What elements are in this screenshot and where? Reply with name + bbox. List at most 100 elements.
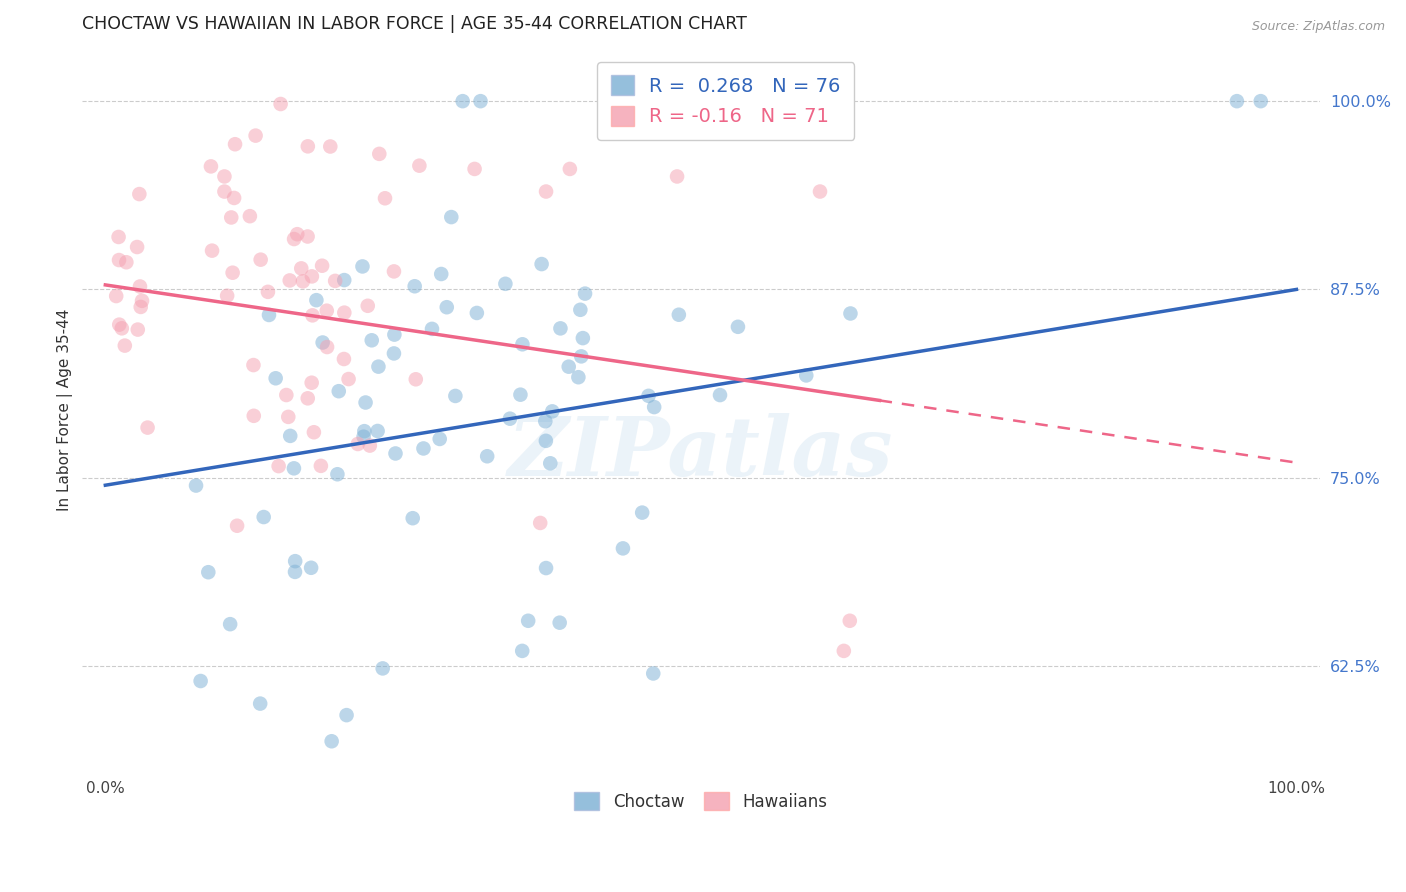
Point	[136, 420, 159, 434]
Point	[512, 337, 534, 351]
Point	[305, 293, 328, 308]
Point	[353, 430, 375, 444]
Point	[464, 161, 486, 176]
Point	[297, 392, 319, 406]
Point	[219, 617, 242, 632]
Point	[384, 327, 406, 342]
Point	[510, 644, 533, 658]
Point	[197, 565, 219, 579]
Point	[249, 697, 271, 711]
Point	[242, 358, 264, 372]
Point	[360, 333, 382, 347]
Point	[558, 161, 581, 176]
Point	[550, 321, 572, 335]
Text: Source: ZipAtlas.com: Source: ZipAtlas.com	[1251, 20, 1385, 33]
Point	[190, 673, 212, 688]
Point	[572, 331, 595, 345]
Point	[808, 185, 831, 199]
Point	[239, 209, 262, 223]
Point	[352, 260, 374, 274]
Point	[440, 210, 463, 224]
Point	[108, 253, 131, 268]
Point	[794, 368, 817, 383]
Point	[405, 372, 427, 386]
Point	[412, 442, 434, 456]
Point	[402, 511, 425, 525]
Point	[285, 227, 308, 242]
Point	[548, 615, 571, 630]
Point	[283, 461, 305, 475]
Point	[278, 429, 301, 443]
Point	[127, 240, 149, 254]
Point	[517, 614, 540, 628]
Point	[534, 434, 557, 448]
Point	[333, 306, 356, 320]
Point	[301, 269, 323, 284]
Text: CHOCTAW VS HAWAIIAN IN LABOR FORCE | AGE 35-44 CORRELATION CHART: CHOCTAW VS HAWAIIAN IN LABOR FORCE | AGE…	[82, 15, 747, 33]
Point	[477, 450, 499, 464]
Point	[270, 97, 292, 112]
Point	[315, 303, 337, 318]
Point	[291, 274, 314, 288]
Point	[297, 229, 319, 244]
Point	[224, 191, 246, 205]
Point	[534, 414, 557, 428]
Point	[264, 371, 287, 385]
Point	[530, 257, 553, 271]
Point	[666, 169, 689, 184]
Text: ZIPatlas: ZIPatlas	[508, 413, 894, 493]
Point	[277, 409, 299, 424]
Point	[219, 211, 242, 225]
Point	[224, 137, 246, 152]
Point	[333, 351, 356, 366]
Point	[297, 139, 319, 153]
Point	[832, 644, 855, 658]
Point	[538, 456, 561, 470]
Point	[245, 128, 267, 143]
Point	[221, 266, 243, 280]
Point	[569, 350, 592, 364]
Point	[374, 191, 396, 205]
Point	[105, 289, 128, 303]
Point	[382, 346, 405, 360]
Point	[337, 372, 360, 386]
Point	[226, 518, 249, 533]
Point	[319, 139, 342, 153]
Point	[436, 300, 458, 314]
Point	[368, 147, 391, 161]
Point	[323, 274, 346, 288]
Point	[217, 289, 239, 303]
Point	[111, 321, 134, 335]
Point	[253, 510, 276, 524]
Point	[574, 286, 596, 301]
Point	[420, 322, 443, 336]
Point	[284, 554, 307, 568]
Point	[127, 322, 149, 336]
Point	[557, 359, 579, 374]
Point	[367, 424, 389, 438]
Point	[709, 388, 731, 402]
Point	[838, 614, 860, 628]
Point	[214, 185, 236, 199]
Point	[283, 232, 305, 246]
Point	[371, 661, 394, 675]
Point	[299, 561, 322, 575]
Point	[242, 409, 264, 423]
Point	[494, 277, 516, 291]
Point	[470, 94, 492, 108]
Point	[249, 252, 271, 267]
Point	[276, 388, 298, 402]
Point	[429, 432, 451, 446]
Point	[567, 370, 589, 384]
Point	[569, 302, 592, 317]
Point	[430, 267, 453, 281]
Point	[529, 516, 551, 530]
Point	[347, 437, 370, 451]
Point	[534, 185, 557, 199]
Point	[359, 439, 381, 453]
Point	[534, 561, 557, 575]
Point	[839, 306, 862, 320]
Point	[612, 541, 634, 556]
Point	[108, 318, 131, 332]
Point	[321, 734, 343, 748]
